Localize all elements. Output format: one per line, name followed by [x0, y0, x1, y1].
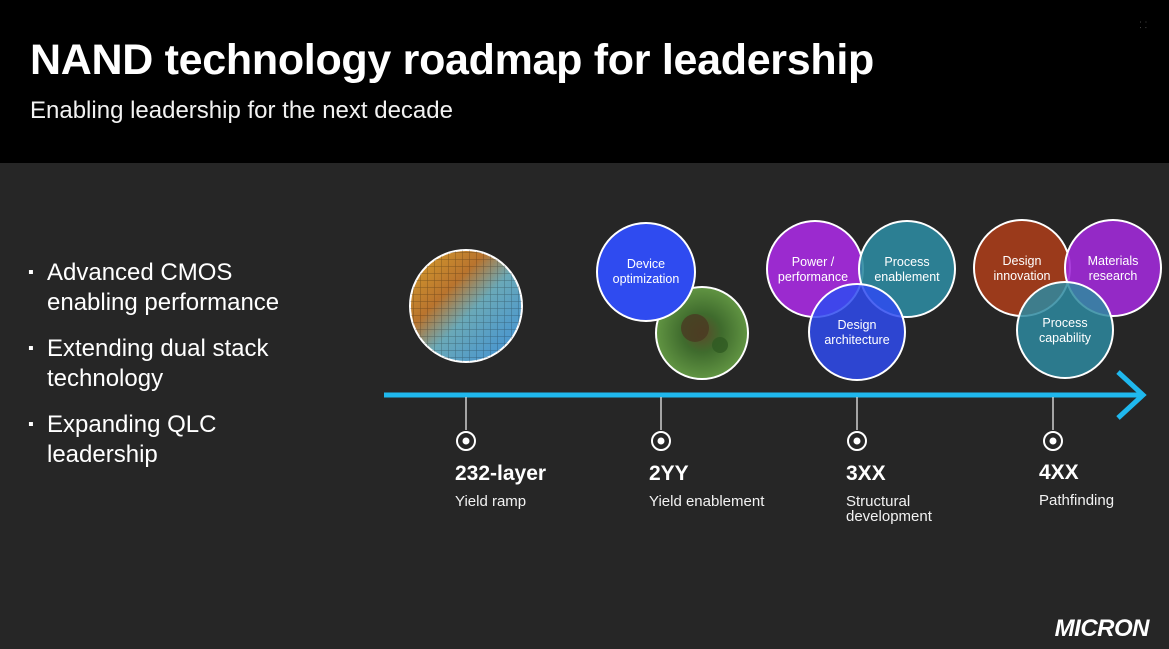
- milestone-description: Pathfinding: [1039, 492, 1115, 509]
- label-device-optimization: Device optimization: [612, 257, 680, 286]
- label-process-capability: Process capability: [1038, 316, 1092, 345]
- micron-logo: MICRON: [1054, 615, 1150, 642]
- header-bar: NAND technology roadmap for leadership E…: [0, 0, 1169, 163]
- label-design-innovation: Design innovation: [993, 254, 1051, 283]
- page-title: NAND technology roadmap for leadership: [30, 36, 874, 84]
- bullet-marker-icon: ▪: [28, 416, 34, 433]
- milestone-title: 2YY: [649, 462, 689, 485]
- label-materials-research: Materials research: [1087, 254, 1139, 283]
- bullet-item: ▪ Advanced CMOS enabling performance: [28, 259, 280, 316]
- milestone-description: Structural development: [846, 493, 932, 525]
- bullet-marker-icon: ▪: [28, 264, 34, 281]
- label-process-enablement: Process enablement: [874, 255, 940, 284]
- milestone-description: Yield enablement: [649, 493, 765, 510]
- micrograph-image: [655, 286, 749, 380]
- milestone-marker-icon: [847, 397, 867, 451]
- bullet-item: ▪ Extending dual stack technology: [28, 335, 269, 392]
- timeline-arrow: [384, 370, 1147, 420]
- label-design-architecture: Design architecture: [824, 318, 890, 347]
- circle-process-capability: [1016, 281, 1114, 379]
- corner-mark-icon: ⸬: [1139, 20, 1147, 30]
- milestone-title: 3XX: [846, 462, 886, 485]
- milestone-title: 4XX: [1039, 461, 1079, 484]
- milestone-marker-icon: [456, 397, 476, 451]
- milestone-marker-icon: [1043, 397, 1063, 451]
- bullet-marker-icon: ▪: [28, 340, 34, 357]
- page-subtitle: Enabling leadership for the next decade: [30, 97, 453, 124]
- circle-design-architecture: [808, 283, 906, 381]
- circle-device-optimization: [596, 222, 696, 322]
- wafer-image: [409, 249, 523, 363]
- bullet-list: ▪ Advanced CMOS enabling performance ▪ Ext…: [28, 258, 307, 486]
- milestone-marker-icon: [651, 397, 671, 451]
- label-power-performance: Power / performance: [777, 255, 849, 284]
- milestone-title: 232-layer: [455, 462, 547, 485]
- bullet-item: ▪ Expanding QLC leadership: [28, 411, 217, 468]
- milestone-description: Yield ramp: [455, 493, 527, 510]
